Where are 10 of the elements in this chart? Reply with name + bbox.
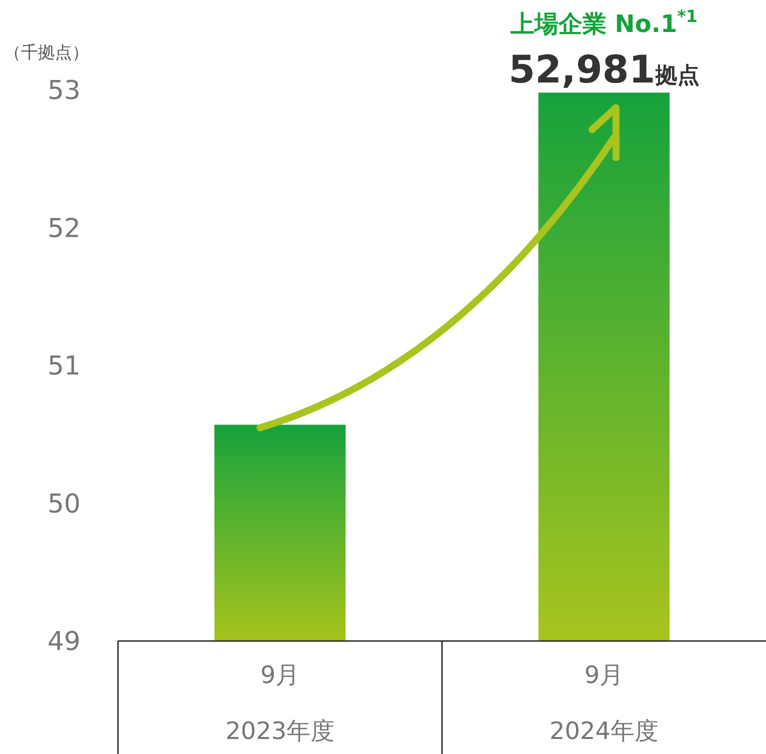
- y-tick-label: 52: [47, 214, 81, 244]
- y-tick-label: 49: [47, 627, 81, 657]
- y-tick-label: 50: [47, 489, 81, 520]
- annotation: 52,981拠点: [508, 48, 700, 92]
- x-tick-label: 9月 2023年度: [225, 661, 335, 745]
- text: 上場企業 No.1$^{*1}$: [509, 6, 698, 38]
- y-tick-label: 51: [47, 352, 81, 382]
- y-tick-label: 53: [47, 76, 81, 106]
- x-tick-label: 9月 2024年度: [549, 661, 659, 745]
- y-axis-title: （千拠点）: [4, 43, 89, 63]
